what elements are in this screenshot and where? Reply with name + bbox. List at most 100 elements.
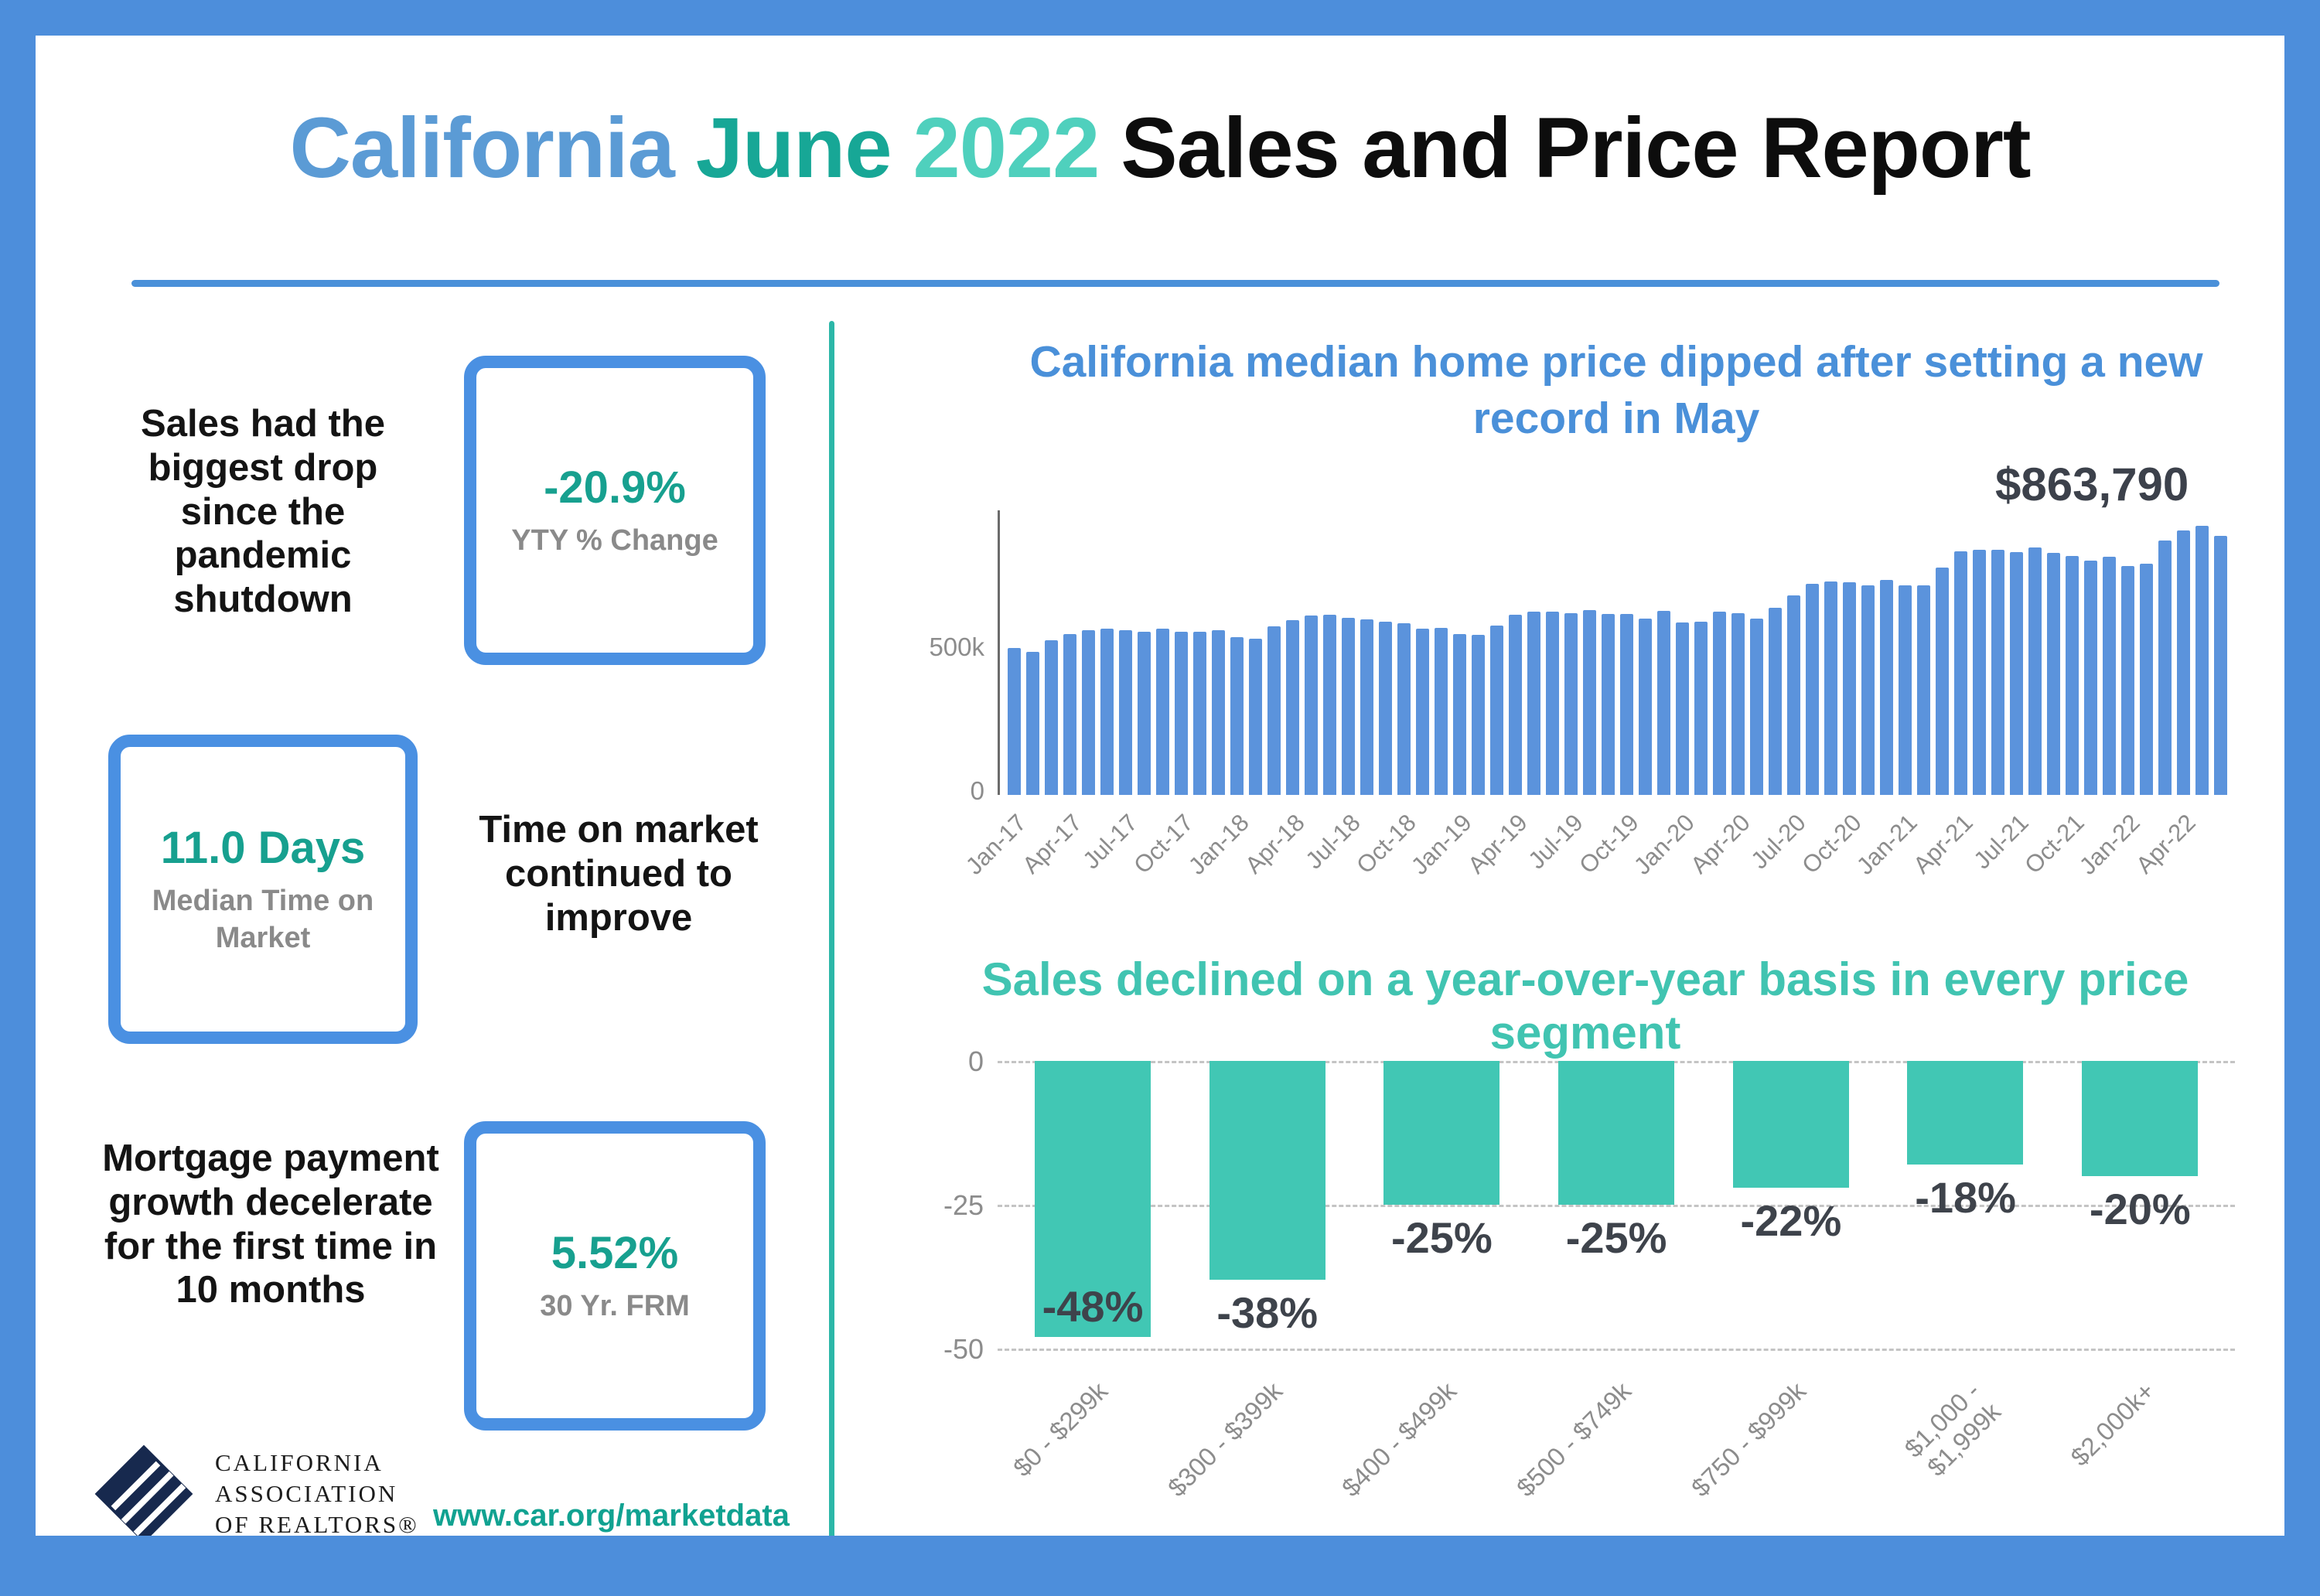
gridline-neg25 <box>998 1205 2235 1207</box>
price-bar <box>1824 581 1837 795</box>
price-bar <box>2066 555 2079 795</box>
price-bar <box>1694 621 1708 795</box>
price-bar <box>1212 630 1225 795</box>
stat-yty-change-label: YTY % Change <box>511 523 718 557</box>
price-bar <box>1193 631 1206 795</box>
segment-axis-category-label: $2,000k+ <box>2065 1376 2161 1472</box>
price-bar <box>1397 623 1411 795</box>
price-bar <box>1657 610 1670 795</box>
car-logo-icon <box>94 1444 193 1543</box>
segment-axis-category-label: $400 - $499k <box>1336 1376 1462 1502</box>
segment-bar-value-label: -48% <box>1042 1282 1144 1332</box>
price-bar <box>1991 549 2004 795</box>
segment-bar-value-label: -25% <box>1391 1213 1493 1262</box>
price-chart: 500k 0 <box>929 510 2230 805</box>
price-bar <box>1527 612 1540 795</box>
price-bar <box>1564 612 1578 795</box>
price-bar <box>1045 639 1058 795</box>
price-bar <box>1954 551 1967 795</box>
price-bar <box>1156 629 1169 795</box>
price-bar <box>1676 622 1689 795</box>
stat-yty-change-value: -20.9% <box>544 462 686 513</box>
price-axis-y-label-0: 0 <box>970 776 984 805</box>
price-bar <box>2103 556 2116 795</box>
price-bar <box>1453 633 1466 795</box>
title-underline <box>131 280 2219 287</box>
price-bar <box>1379 622 1392 795</box>
price-bar <box>1342 618 1355 795</box>
segment-axis-category-label: $300 - $399k <box>1162 1376 1288 1502</box>
price-bar <box>1119 630 1132 795</box>
price-bar <box>1286 619 1299 795</box>
segment-axis-category-label: $750 - $999k <box>1685 1376 1811 1502</box>
price-bar <box>1602 613 1615 795</box>
price-chart-title: California median home price dipped afte… <box>1029 337 2203 443</box>
stat-sales-drop-text: Sales had the biggest drop since the pan… <box>141 403 385 621</box>
segment-bar-value-label: -22% <box>1740 1195 1842 1245</box>
price-bar <box>1509 614 1522 795</box>
stat-median-time-label: Median Time on Market <box>152 885 374 954</box>
segment-bar <box>1383 1061 1500 1205</box>
price-bar <box>1175 631 1188 795</box>
marketdata-url: www.car.org/marketdata <box>433 1499 790 1533</box>
segment-bar-value-label: -18% <box>1915 1172 2016 1222</box>
stat-median-time-box: 11.0 Days Median Time on Market <box>108 735 418 1044</box>
price-bar <box>2084 561 2097 795</box>
vertical-divider <box>829 321 834 1539</box>
price-bar <box>1583 610 1596 795</box>
segment-axis-y-label-0: 0 <box>967 1045 984 1077</box>
price-bar <box>1546 612 1559 795</box>
segment-axis-category-label: $1,000 - $1,999k <box>1899 1376 2007 1482</box>
price-bar <box>2140 564 2153 795</box>
page-title: California June 2022 Sales and Price Report <box>0 99 2320 197</box>
title-words-sales-price-report: Sales and Price Report <box>1121 101 2031 196</box>
stat-yty-change-box: -20.9% YTY % Change <box>464 356 766 665</box>
price-bar <box>1899 585 1912 795</box>
car-logo-text-line3: OF REALTORS® <box>215 1511 419 1539</box>
price-bar <box>1416 629 1429 795</box>
price-bar <box>1620 613 1633 795</box>
price-bar <box>1305 615 1318 795</box>
price-bar <box>2158 541 2172 795</box>
price-bar <box>1936 568 1949 795</box>
gridline-neg50 <box>998 1349 2235 1351</box>
segment-bar <box>1732 1061 1849 1188</box>
car-logo-text-line2: ASSOCIATION <box>215 1479 398 1507</box>
segment-axis-y-label-neg25: -25 <box>943 1189 984 1221</box>
price-bar <box>2214 536 2227 795</box>
price-chart-xlabels: Jan-17 Apr-17 Jul-17 Oct-17 Jan-18 Apr-18 Jul-… <box>960 798 2227 937</box>
price-bar <box>1026 651 1039 795</box>
title-word-june: June <box>695 101 892 196</box>
price-bar <box>2047 553 2060 795</box>
price-axis-y-label-500k: 500k <box>929 633 984 661</box>
price-annotation: $863,790 <box>1995 459 2189 510</box>
segment-bar-value-label: -38% <box>1216 1287 1319 1337</box>
price-bar <box>1435 628 1448 795</box>
price-bar <box>1267 626 1281 795</box>
price-bar <box>1750 619 1763 795</box>
price-bar <box>1249 638 1262 795</box>
title-word-2022: 2022 <box>913 101 1100 196</box>
segment-chart-plot: -48% $0 - $299k -38% $300 - $399k -25% $400 -… <box>1005 1061 2227 1502</box>
price-bar <box>1100 629 1114 795</box>
segment-bar <box>1209 1061 1325 1280</box>
price-bar <box>1917 585 1930 795</box>
car-logo: CALIFORNIA ASSOCIATION OF REALTORS® <box>93 1443 419 1545</box>
segment-bar-value-label: -25% <box>1565 1213 1667 1262</box>
stat-frm-label: 30 Yr. FRM <box>540 1289 690 1322</box>
price-bar <box>1230 636 1244 795</box>
stat-time-on-market-text: Time on market continued to improve <box>479 809 759 939</box>
segment-bar <box>1907 1061 2024 1165</box>
price-bar <box>1639 618 1652 795</box>
price-bar <box>1138 631 1151 795</box>
price-bar <box>2121 565 2134 795</box>
stat-frm-box: 5.52% 30 Yr. FRM <box>464 1121 766 1431</box>
segment-axis-category-label: $500 - $749k <box>1510 1376 1637 1502</box>
price-bar <box>1063 634 1076 795</box>
segment-chart: 0 -25 -50 -48% $0 - $299k -38% $300 - $399k… <box>943 1045 2235 1502</box>
segment-bar-value-label: -20% <box>2089 1184 2191 1233</box>
price-bar <box>1973 550 1986 795</box>
title-word-california: California <box>289 101 674 196</box>
stat-median-time-value: 11.0 Days <box>160 823 366 873</box>
segment-bar <box>1558 1061 1674 1205</box>
